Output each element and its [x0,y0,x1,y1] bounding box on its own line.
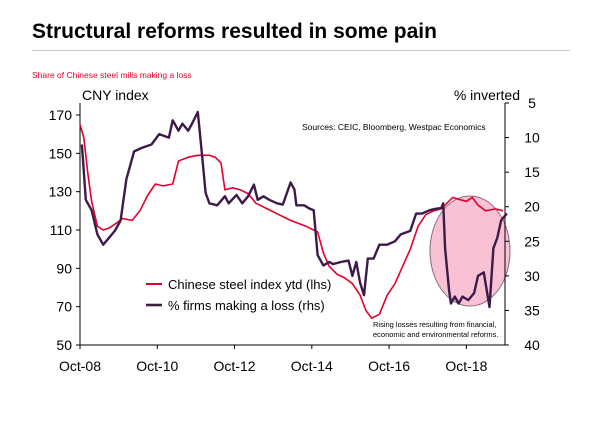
annotation-text: economic and environmental reforms. [373,330,498,339]
highlight-ellipse [429,195,511,307]
x-tick-label: Oct-18 [445,358,487,374]
left-tick-label: 110 [50,222,73,238]
right-axis-label: % inverted [454,87,520,103]
series-line-firms-loss [80,110,508,309]
left-tick-label: 70 [56,299,72,315]
x-tick-label: Oct-12 [214,358,256,374]
right-tick-label: 25 [524,233,540,249]
right-tick-label: 20 [524,199,540,215]
left-tick-label: 150 [49,145,73,161]
series-line-steel-index [79,124,504,319]
right-tick-label: 40 [524,337,540,353]
left-axis-label: CNY index [82,87,149,103]
sources-note: Sources: CEIC, Bloomberg, Westpac Econom… [302,122,486,132]
title-divider [32,50,570,51]
left-tick-label: 90 [56,260,72,276]
slide-title: Structural reforms resulted in some pain [32,20,437,43]
right-tick-label: 15 [524,164,540,180]
right-tick-label: 35 [524,302,540,318]
right-tick-label: 5 [528,95,536,111]
x-tick-label: Oct-10 [136,358,178,374]
right-tick-label: 30 [524,268,540,284]
left-tick-label: 130 [49,184,73,200]
left-tick-label: 50 [56,337,72,353]
legend-label-steel-index: Chinese steel index ytd (lhs) [168,277,331,292]
x-tick-label: Oct-08 [59,358,101,374]
legend-label-firms-loss: % firms making a loss (rhs) [168,298,325,313]
left-tick-label: 170 [49,107,73,123]
annotation-text: Rising losses resulting from financial, [373,320,496,329]
x-tick-label: Oct-16 [368,358,410,374]
chart-subtitle: Share of Chinese steel mills making a lo… [32,70,192,80]
right-tick-label: 10 [524,130,540,146]
x-tick-label: Oct-14 [291,358,333,374]
